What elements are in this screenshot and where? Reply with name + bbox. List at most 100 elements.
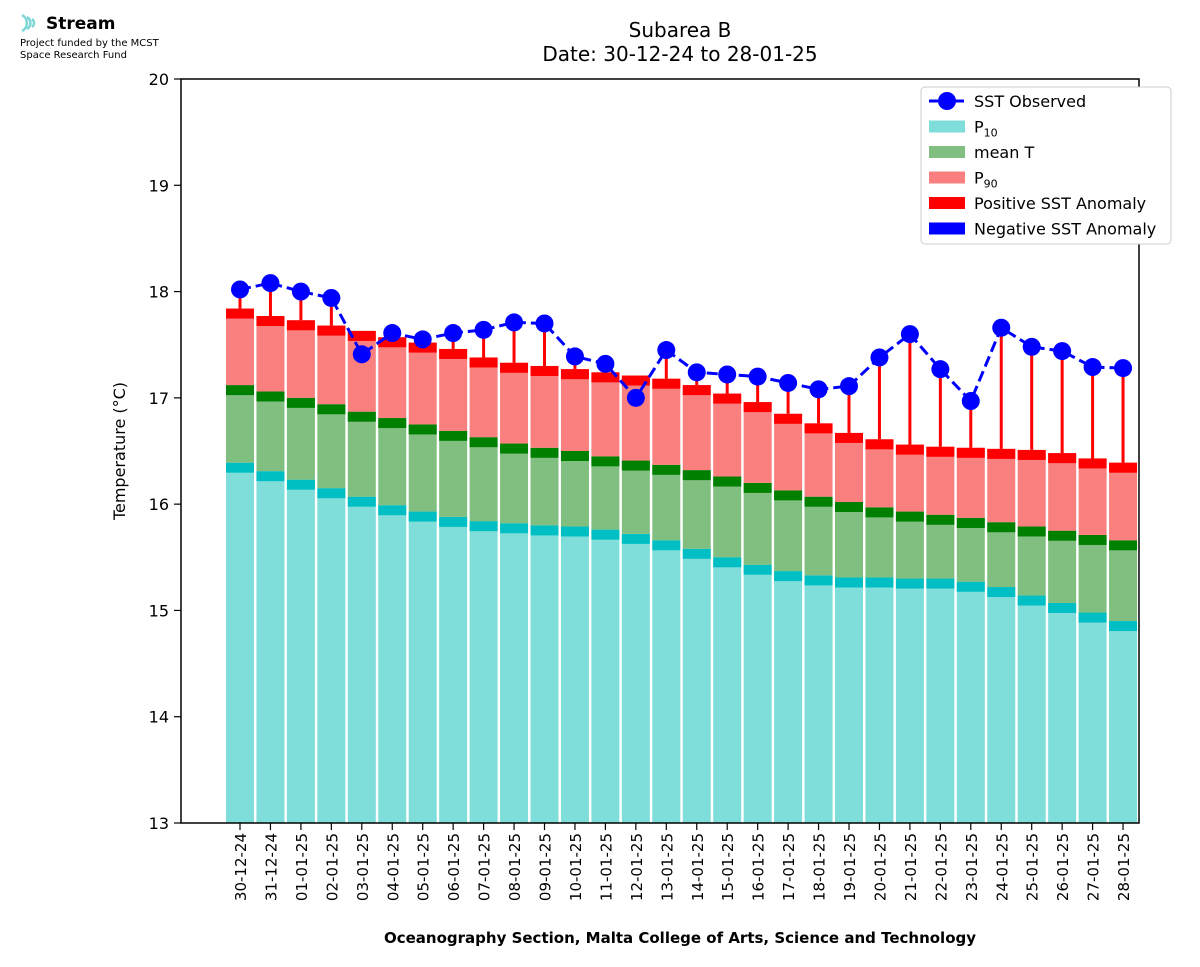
- sst-observed-point: [535, 314, 554, 333]
- sst-observed-point: [474, 320, 493, 339]
- mean-bar: [895, 511, 924, 579]
- p10-band: [469, 521, 498, 532]
- mean-bar: [408, 424, 437, 512]
- sst-observed-point: [413, 330, 432, 349]
- sst-observed-point: [626, 388, 645, 407]
- mean-bar: [713, 476, 742, 558]
- p90-bar: [743, 402, 772, 483]
- p10-bar: [500, 523, 529, 823]
- x-tick-label: 03-01-25: [354, 833, 372, 901]
- p90-band: [591, 372, 620, 383]
- p90-band: [500, 362, 529, 373]
- y-axis-label: Temperature (°C): [110, 382, 129, 521]
- mean-band: [1109, 540, 1138, 551]
- x-tick-label: 15-01-25: [719, 833, 737, 901]
- sst-observed-point: [657, 341, 676, 360]
- mean-bar: [1017, 526, 1046, 596]
- y-tick-label: 17: [149, 389, 169, 408]
- x-tick-label: 17-01-25: [780, 833, 798, 901]
- mean-bar: [987, 522, 1016, 588]
- p10-bar: [560, 526, 589, 823]
- p10-band: [439, 516, 468, 527]
- logo-funding-line: Project funded by the MCST: [20, 38, 159, 49]
- p90-bar: [865, 439, 894, 508]
- p10-bar: [652, 540, 681, 823]
- p90-band: [682, 385, 711, 396]
- x-tick-label: 27-01-25: [1085, 833, 1103, 901]
- p90-band: [713, 393, 742, 404]
- p10-bar: [530, 525, 559, 823]
- mean-band: [865, 507, 894, 518]
- x-tick-label: 13-01-25: [658, 833, 676, 901]
- x-tick-label: 28-01-25: [1115, 833, 1133, 901]
- sst-observed-point: [1083, 358, 1102, 377]
- x-tick-label: 05-01-25: [415, 833, 433, 901]
- legend-subscript: 10: [984, 127, 998, 140]
- mean-bar: [591, 456, 620, 530]
- p90-band: [835, 432, 863, 443]
- legend-swatch: [929, 222, 965, 235]
- mean-bar: [469, 437, 498, 522]
- sst-observed-line: [239, 281, 1124, 404]
- p10-bar: [439, 516, 468, 823]
- p10-band: [530, 525, 559, 536]
- p10-band: [682, 548, 711, 559]
- p10-band: [956, 581, 985, 592]
- p10-bar: [956, 581, 985, 823]
- mean-bar: [835, 502, 863, 578]
- p90-bar: [835, 432, 863, 503]
- x-tick-label: 21-01-25: [902, 833, 920, 901]
- x-tick-label: 22-01-25: [932, 833, 950, 901]
- mean-bar: [774, 490, 803, 572]
- sst-observed-point: [779, 373, 798, 392]
- p10-bar: [1078, 612, 1107, 823]
- mean-band: [926, 514, 955, 525]
- p90-band: [621, 375, 650, 386]
- p90-band: [743, 402, 772, 413]
- mean-band: [317, 404, 346, 415]
- x-tick-label: 07-01-25: [476, 833, 494, 901]
- x-tick-label: 12-01-25: [628, 833, 646, 901]
- x-tick-label: 30-12-24: [232, 833, 250, 901]
- p90-bar: [560, 369, 589, 451]
- mean-band: [378, 418, 407, 429]
- x-axis-label: Oceanography Section, Malta College of A…: [384, 929, 976, 947]
- p10-band: [1078, 612, 1107, 623]
- chart-title: Subarea B: [629, 18, 732, 42]
- p10-bar: [1048, 602, 1077, 823]
- p90-bar: [774, 413, 803, 491]
- mean-bar: [500, 443, 529, 524]
- mean-bar: [378, 418, 407, 506]
- p10-bar: [317, 488, 346, 823]
- p90-bar: [500, 362, 529, 444]
- p10-bar: [256, 471, 285, 823]
- mean-band: [987, 522, 1016, 533]
- sst-observed-point: [231, 280, 249, 299]
- sst-observed-point: [565, 347, 584, 366]
- p90-bar: [1109, 462, 1138, 541]
- mean-band: [439, 430, 468, 441]
- x-tick-label: 18-01-25: [811, 833, 829, 901]
- y-tick-label: 13: [149, 814, 169, 833]
- sst-observed-point: [444, 324, 463, 343]
- mean-band: [1048, 530, 1077, 541]
- mean-bar: [621, 460, 650, 534]
- p90-bar: [804, 423, 833, 497]
- p90-band: [865, 439, 894, 450]
- p10-bar: [226, 462, 254, 823]
- p10-bar: [987, 587, 1016, 823]
- sst-observed-point: [748, 367, 767, 386]
- mean-bar: [530, 447, 559, 526]
- p10-band: [591, 529, 620, 540]
- p10-bar: [1109, 621, 1138, 823]
- x-tick-label: 14-01-25: [689, 833, 707, 901]
- mean-bar: [226, 385, 254, 463]
- p90-band: [317, 325, 346, 336]
- legend-swatch: [929, 197, 965, 209]
- p10-band: [256, 471, 285, 482]
- p10-bar: [804, 575, 833, 823]
- mean-bar: [652, 464, 681, 541]
- y-tick-label: 14: [149, 708, 169, 727]
- p10-band: [560, 526, 589, 537]
